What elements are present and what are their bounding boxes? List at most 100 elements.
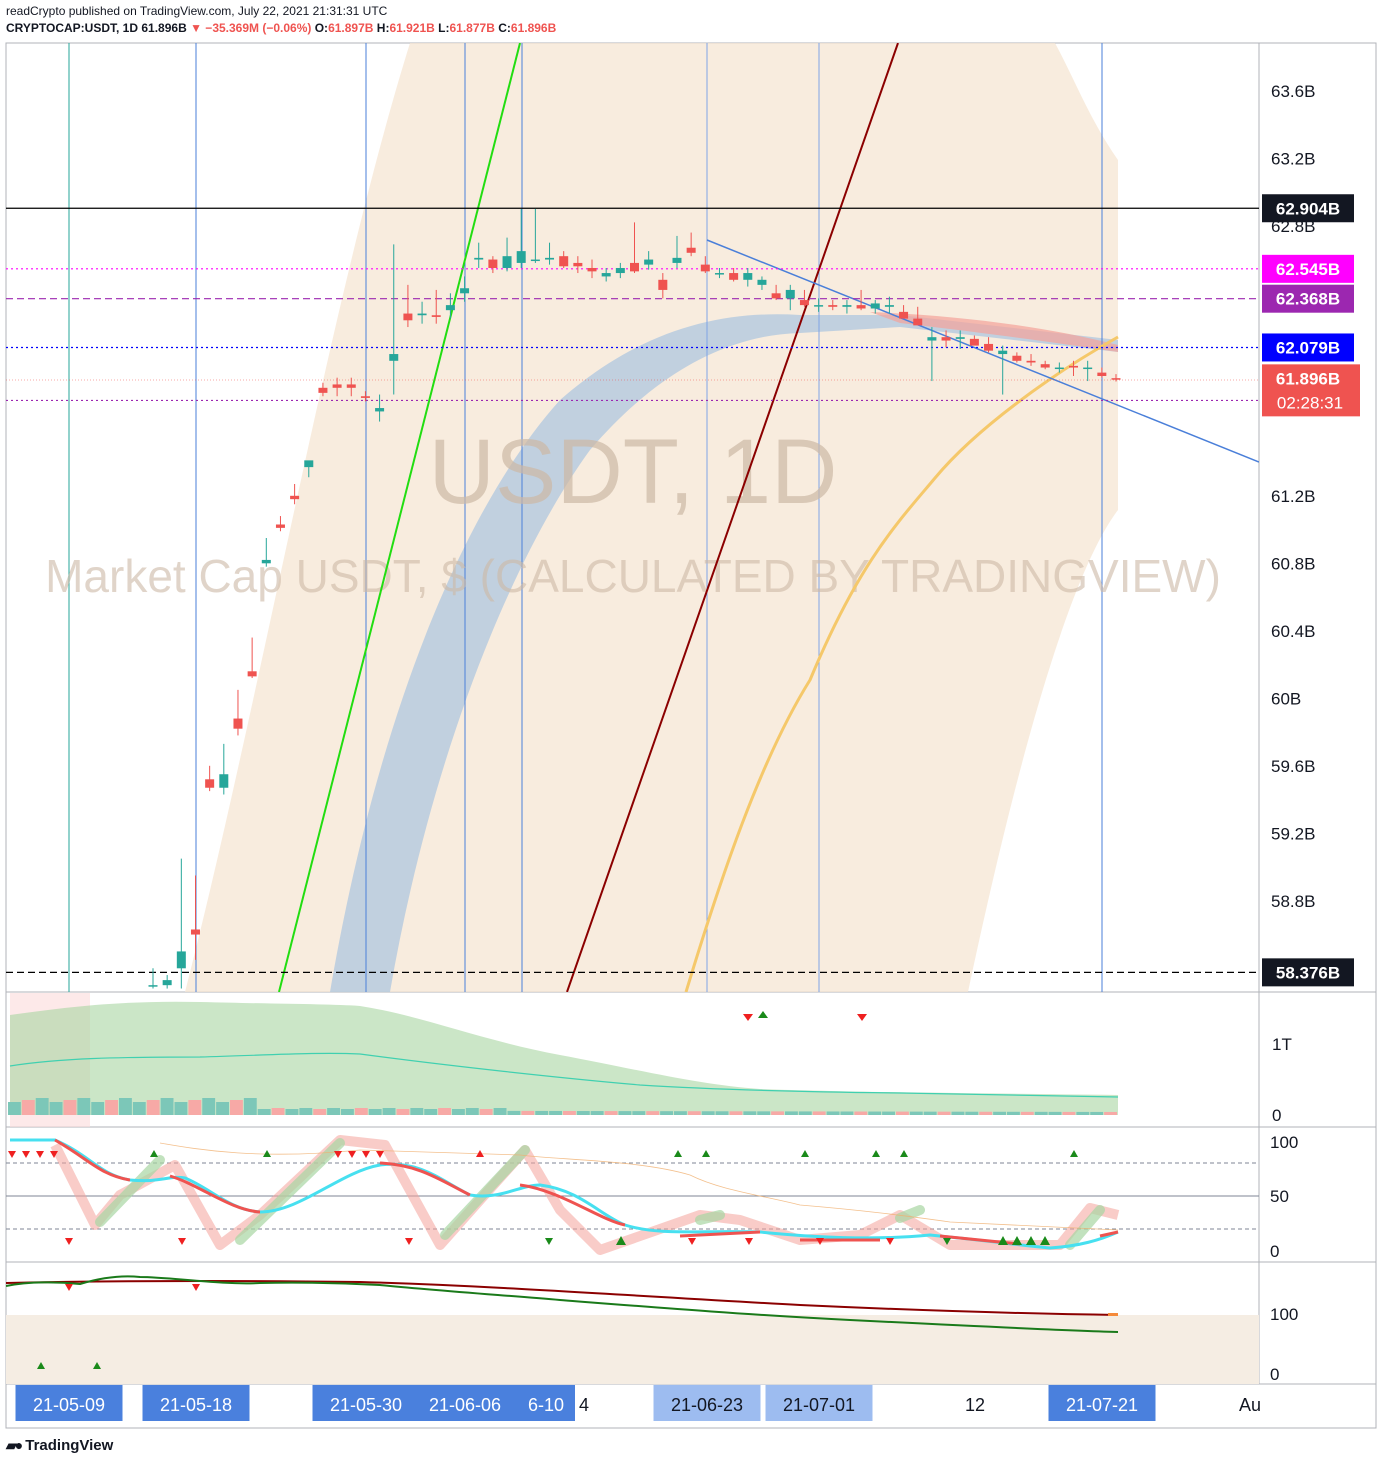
candle: [700, 256, 710, 274]
volume-bar: [410, 1108, 424, 1115]
price-tick: 59.2B: [1271, 824, 1315, 843]
volume-bar: [327, 1108, 340, 1115]
volume-bar: [341, 1109, 354, 1115]
candle-body: [1111, 378, 1121, 380]
level-label-box: [1262, 254, 1354, 283]
watermark-subtitle: Market Cap USDT, $ (CALCULATED BY TRADIN…: [45, 550, 1221, 602]
date-label-box: [517, 1385, 575, 1421]
candle-body: [205, 779, 215, 788]
candle: [799, 289, 809, 307]
volume-bar: [202, 1098, 216, 1115]
candle: [842, 300, 852, 314]
price-scale[interactable]: 63.6B63.2B62.8B61.2B60.8B60.4B60B59.6B59…: [1271, 82, 1315, 911]
volume-bar: [646, 1111, 660, 1115]
candle: [460, 276, 470, 302]
candle-body: [233, 718, 243, 729]
candle: [743, 267, 753, 287]
osc-signal-arrows: [8, 1150, 1078, 1245]
volume-bar: [812, 1111, 826, 1115]
candle: [530, 208, 540, 263]
candle-body: [1040, 364, 1050, 368]
candle-body: [771, 293, 781, 299]
down-arrow-icon: [65, 1284, 73, 1291]
date-label: 12: [965, 1395, 985, 1415]
candle-body: [1069, 365, 1079, 368]
candle-body: [955, 337, 965, 339]
date-label-box: [411, 1385, 519, 1421]
up-triangle-icon: [616, 1236, 626, 1245]
candle-body: [714, 273, 724, 275]
bottom-tick-0: 0: [1270, 1365, 1279, 1384]
volume-bar: [132, 1102, 146, 1115]
candle-body: [941, 337, 951, 341]
volume-bar: [230, 1100, 243, 1115]
candle-body: [658, 279, 668, 290]
candle-body: [686, 247, 696, 253]
symbol-interval: CRYPTOCAP:USDT, 1D: [6, 21, 139, 35]
candle-body: [290, 495, 300, 500]
candle-body: [884, 305, 894, 307]
down-arrow-icon: [405, 1238, 413, 1245]
volume-bar: [549, 1110, 562, 1115]
level-label-box: [1262, 194, 1354, 223]
volume-bar: [535, 1110, 549, 1115]
volume-bar: [216, 1102, 229, 1115]
candle: [1054, 362, 1064, 373]
volume-bar: [965, 1111, 979, 1115]
candle-body: [856, 305, 866, 309]
candle-body: [998, 350, 1008, 355]
osc-tick-0: 0: [1270, 1242, 1279, 1261]
line-end-marker: [1108, 1313, 1118, 1316]
level-label-box: [1262, 958, 1354, 987]
green-line: [6, 1275, 1119, 1333]
level-label: 62.079B: [1276, 338, 1340, 357]
time-scale[interactable]: 21-05-09 21-05-18 21-05-30 21-06-06 6-10 4 21-…: [15, 1385, 1262, 1421]
date-label-box: [653, 1385, 761, 1421]
candle: [375, 394, 385, 422]
candle-body: [969, 338, 979, 346]
volume-bar: [243, 1098, 257, 1115]
volume-bar: [687, 1111, 701, 1115]
volume-bar: [979, 1111, 993, 1115]
candle: [261, 537, 271, 567]
volume-bar: [840, 1111, 854, 1115]
candle: [601, 267, 611, 282]
up-arrow-icon: [476, 1150, 484, 1157]
volume-bar: [771, 1111, 784, 1115]
candle: [927, 327, 937, 382]
date-label: Au: [1239, 1395, 1261, 1415]
volume-bar: [868, 1111, 882, 1115]
volume-bar: [1090, 1111, 1104, 1115]
date-label-box: [765, 1385, 873, 1421]
volume-bar: [285, 1109, 299, 1115]
volume-bar: [257, 1109, 271, 1115]
date-label-box: [15, 1385, 123, 1421]
candle: [856, 289, 866, 311]
candle: [247, 637, 257, 679]
candle-body: [346, 384, 356, 388]
candle-body: [573, 262, 583, 267]
candle: [190, 875, 200, 960]
volume-bar: [438, 1108, 451, 1115]
candle-body: [474, 257, 484, 260]
candle-body: [913, 318, 923, 326]
red-ma-band: [870, 312, 1118, 352]
candle-body: [743, 273, 753, 280]
tradingview-brand: TradingView: [25, 1437, 114, 1454]
price-tick: 63.6B: [1271, 82, 1315, 101]
candle: [658, 273, 668, 299]
candle-body: [516, 251, 526, 263]
candle-body: [403, 313, 413, 321]
candle-body: [1083, 367, 1093, 370]
volume-bar: [493, 1108, 507, 1115]
candle-body: [502, 256, 512, 268]
candle: [630, 222, 639, 274]
down-arrow-icon: [886, 1238, 894, 1245]
candle: [573, 256, 583, 274]
volume-bar: [785, 1111, 798, 1115]
candle: [275, 516, 285, 532]
up-arrow-icon: [263, 1150, 271, 1157]
candle-body: [1012, 355, 1022, 361]
candle: [1026, 354, 1036, 366]
